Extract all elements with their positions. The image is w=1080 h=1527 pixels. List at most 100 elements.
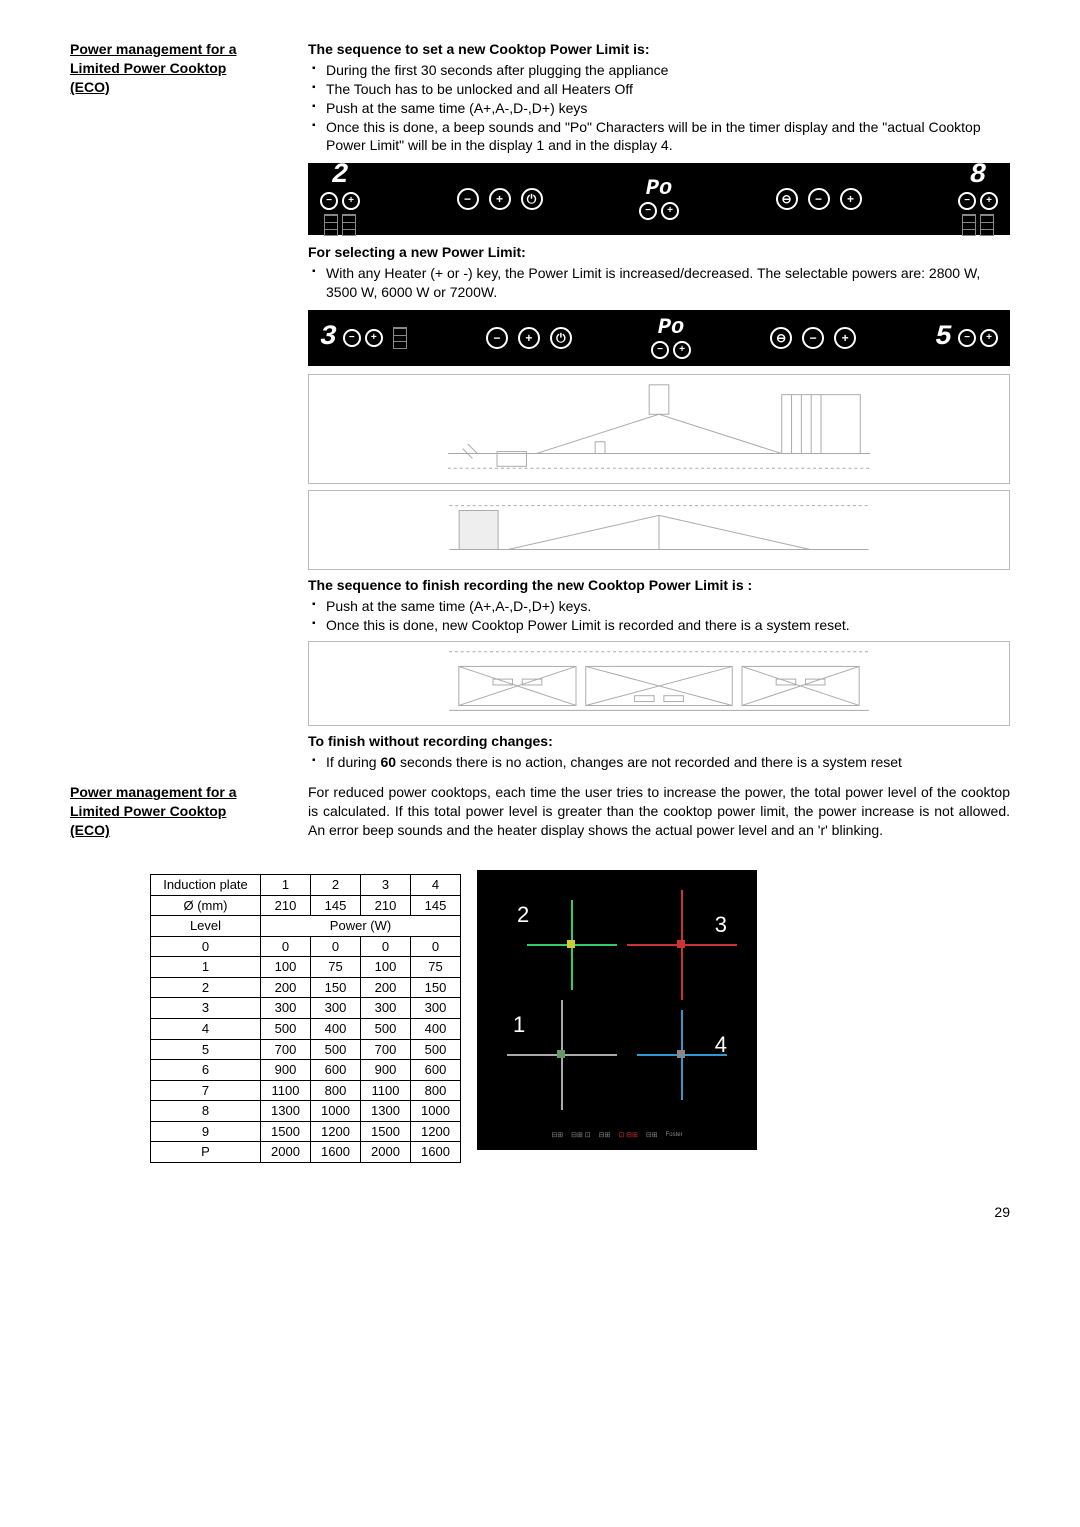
zone-label-2: 2	[517, 900, 529, 930]
table-cell: 1500	[361, 1121, 411, 1142]
plus-icon: +	[673, 341, 691, 359]
table-cell: 1600	[311, 1142, 361, 1163]
section-1: Power management for a Limited Power Coo…	[70, 40, 1010, 777]
list-item: During the first 30 seconds after pluggi…	[312, 61, 1010, 80]
table-cell: 0	[261, 936, 311, 957]
list-item: Push at the same time (A+,A-,D-,D+) keys	[312, 99, 1010, 118]
zone-label-3: 3	[715, 910, 727, 940]
page-number: 29	[70, 1203, 1010, 1222]
table-cell: 4	[151, 1018, 261, 1039]
section-2: Power management for a Limited Power Coo…	[70, 783, 1010, 840]
table-cell: 9	[151, 1121, 261, 1142]
title-line: (ECO)	[70, 78, 280, 97]
plus-icon: +	[489, 188, 511, 210]
title-line: Limited Power Cooktop	[70, 802, 280, 821]
plus-icon: +	[518, 327, 540, 349]
table-cell: 0	[361, 936, 411, 957]
plus-icon: +	[840, 188, 862, 210]
table-cell: 6	[151, 1060, 261, 1081]
finish-no-rec-heading: To finish without recording changes:	[308, 732, 1010, 751]
power-icon: ⏻	[550, 327, 572, 349]
minus-icon: −	[802, 327, 824, 349]
list-item: With any Heater (+ or -) key, the Power …	[312, 264, 1010, 302]
table-cell: 500	[261, 1018, 311, 1039]
plus-icon: +	[980, 329, 998, 347]
table-cell: 300	[411, 998, 461, 1019]
table-cell: 0	[411, 936, 461, 957]
section-2-title: Power management for a Limited Power Coo…	[70, 783, 280, 840]
lock-icon: ⊖	[776, 188, 798, 210]
minus-icon: −	[651, 341, 669, 359]
tech-diagram-2	[308, 490, 1010, 570]
table-cell: 1200	[311, 1121, 361, 1142]
table-cell: 400	[411, 1018, 461, 1039]
table-cell: 800	[411, 1080, 461, 1101]
table-cell: 1000	[411, 1101, 461, 1122]
table-cell: 900	[361, 1060, 411, 1081]
plus-icon: +	[980, 192, 998, 210]
minus-icon: −	[343, 329, 361, 347]
table-cell: 1200	[411, 1121, 461, 1142]
seq-set-list: During the first 30 seconds after pluggi…	[308, 61, 1010, 155]
list-item: Once this is done, a beep sounds and "Po…	[312, 118, 1010, 156]
display-1: 2	[332, 162, 349, 190]
select-heading: For selecting a new Power Limit:	[308, 243, 1010, 262]
table-cell: 100	[261, 957, 311, 978]
section-1-body: The sequence to set a new Cooktop Power …	[308, 40, 1010, 777]
table-cell: 1600	[411, 1142, 461, 1163]
title-line: Power management for a	[70, 40, 280, 59]
list-item: The Touch has to be unlocked and all Hea…	[312, 80, 1010, 99]
section-2-body: For reduced power cooktops, each time th…	[308, 783, 1010, 840]
table-cell: 400	[311, 1018, 361, 1039]
cooktop-display-panel-2: 3 −+ − + ⏻ Po −+ ⊖ − + 5 −+	[308, 310, 1010, 366]
plus-icon: +	[661, 202, 679, 220]
table-cell: 700	[361, 1039, 411, 1060]
section-1-title: Power management for a Limited Power Coo…	[70, 40, 280, 777]
table-cell: 3	[151, 998, 261, 1019]
table-cell: 900	[261, 1060, 311, 1081]
table-cell: P	[151, 1142, 261, 1163]
minus-icon: −	[639, 202, 657, 220]
table-cell: 150	[411, 977, 461, 998]
table-cell: 75	[411, 957, 461, 978]
minus-icon: −	[958, 329, 976, 347]
table-cell: 500	[411, 1039, 461, 1060]
title-line: Power management for a	[70, 783, 280, 802]
table-cell: 7	[151, 1080, 261, 1101]
table-cell: 2	[151, 977, 261, 998]
list-item: Once this is done, new Cooktop Power Lim…	[312, 616, 1010, 635]
list-item: Push at the same time (A+,A-,D-,D+) keys…	[312, 597, 1010, 616]
table-cell: 8	[151, 1101, 261, 1122]
table-cell: 500	[361, 1018, 411, 1039]
title-line: (ECO)	[70, 821, 280, 840]
table-cell: 700	[261, 1039, 311, 1060]
table-cell: 300	[261, 998, 311, 1019]
cooktop-zone-diagram: 2 3 1 4 ⊟⊞⊟⊞ ⊡⊟⊞⊡ ⊟⊞⊟⊞Foster	[477, 870, 757, 1150]
finish-no-rec-list: If during 60 seconds there is no action,…	[308, 753, 1010, 772]
tech-diagram-3	[308, 641, 1010, 726]
table-cell: 200	[361, 977, 411, 998]
minus-icon: −	[808, 188, 830, 210]
table-cell: 800	[311, 1080, 361, 1101]
power-icon: ⏻	[521, 188, 543, 210]
plus-icon: +	[365, 329, 383, 347]
cooktop-display-panel-1: 2 −+ − + ⏻ Po −+ ⊖ − + 8 −+	[308, 163, 1010, 235]
table-cell: 600	[411, 1060, 461, 1081]
table-cell: 300	[361, 998, 411, 1019]
timer-display: Po	[646, 178, 672, 200]
title-line: Limited Power Cooktop	[70, 59, 280, 78]
tech-diagram-1	[308, 374, 1010, 484]
zone-label-1: 1	[513, 1010, 525, 1040]
table-cell: 1	[151, 957, 261, 978]
table-cell: 500	[311, 1039, 361, 1060]
table-cell: 600	[311, 1060, 361, 1081]
power-level-table: Induction plate1234 Ø (mm)210145210145 L…	[150, 874, 461, 1163]
display-4: 5	[935, 324, 952, 352]
select-list: With any Heater (+ or -) key, the Power …	[308, 264, 1010, 302]
minus-icon: −	[958, 192, 976, 210]
plus-icon: +	[834, 327, 856, 349]
minus-icon: −	[320, 192, 338, 210]
table-cell: 2000	[361, 1142, 411, 1163]
seq-finish-heading: The sequence to finish recording the new…	[308, 576, 1010, 595]
display-1: 3	[320, 324, 337, 352]
